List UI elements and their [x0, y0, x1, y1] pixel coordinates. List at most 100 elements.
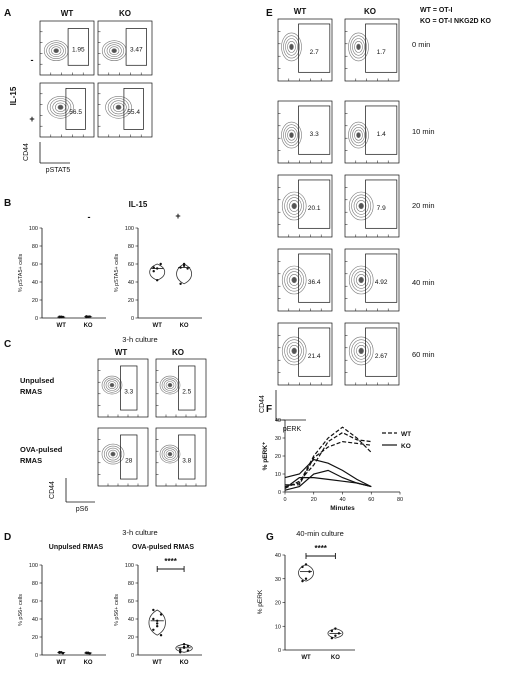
panel-d-sub1: Unpulsed RMAS	[49, 544, 104, 551]
panel-a-plot-gate	[65, 88, 86, 130]
violin-y-tick-label: 40	[128, 280, 134, 286]
panel-c-plot-contour	[103, 377, 121, 393]
panel-label-d: D	[4, 532, 11, 543]
violin-point	[186, 267, 189, 270]
panel-a-row-plus: +	[29, 114, 34, 124]
panel-e-plot-value: 7.9	[377, 205, 386, 212]
panel-a-plot-contour	[104, 42, 125, 60]
panel-e-plot-contour	[289, 200, 300, 212]
panel-d-y-label: % pS6+ cells	[18, 594, 24, 626]
panel-e-plot-frame	[277, 248, 333, 312]
panel-a-row-group: IL-15	[9, 86, 18, 105]
panel-c-row2-line2: RMAS	[20, 456, 42, 465]
violin-point	[182, 645, 186, 649]
panel-a-plot-value: 56.5	[69, 109, 82, 116]
panel-e-plot-contour	[348, 191, 374, 221]
panel-e-plot-value: 4.92	[375, 279, 388, 286]
panel-e-plot-contour	[283, 124, 300, 146]
violin-x-tick-label: KO	[84, 323, 93, 329]
panel-e-plot-contour	[281, 32, 302, 62]
violin-x-tick-label: WT	[301, 655, 311, 661]
panel-label-a: A	[4, 8, 11, 19]
panel-label-g: G	[266, 532, 274, 543]
panel-e-plot-gate	[298, 253, 331, 303]
panel-e-plot-frame	[344, 174, 400, 238]
violin-point	[301, 579, 304, 583]
panel-a-plot-contour	[105, 96, 132, 119]
panel-e-plot-contour	[283, 35, 300, 59]
panel-e-plot-contour	[285, 127, 298, 144]
panel-c-plot-contour	[163, 448, 177, 460]
violin-y-tick-label: 100	[125, 563, 134, 569]
panel-e-plot-contour	[354, 129, 363, 141]
panel-e-plot-value: 20.1	[308, 205, 321, 212]
violin-y-tick-label: 60	[128, 599, 134, 605]
panel-c-plot-frame	[155, 358, 207, 418]
violin-y-tick-label: 40	[32, 280, 38, 286]
panel-e-plot-contour	[287, 129, 296, 141]
violin-y-tick-label: 20	[128, 298, 134, 304]
panel-c-plot-contour	[167, 452, 173, 457]
panel-e-plot-value: 1.7	[377, 49, 386, 56]
violin-point	[330, 636, 334, 640]
panel-b-y-label-2: % pSTA5+ cells	[114, 253, 120, 292]
violin-x-tick-label: KO	[180, 660, 189, 666]
panel-c-row1-line1: Unpulsed	[20, 376, 55, 385]
violin-point	[152, 266, 155, 269]
violin-point	[186, 644, 190, 648]
panel-f-y-tick-label: 10	[275, 472, 281, 478]
panel-e-plot-value: 1.4	[377, 131, 386, 138]
violin-point	[88, 315, 92, 318]
panel-c-plot-gate	[120, 365, 138, 411]
violin-y-tick-label: 30	[275, 577, 281, 583]
panel-a-plot-contour	[110, 100, 127, 115]
panel-e-time-label: 20 min	[412, 201, 435, 210]
panel-c-plot-gate	[120, 434, 138, 480]
panel-f-y-tick-label: 40	[275, 418, 281, 424]
panel-a-plot-contour	[109, 46, 120, 56]
panel-e-plot-contour	[356, 344, 367, 357]
violin-y-tick-label: 10	[275, 624, 281, 630]
panel-e-plot-contour	[351, 194, 372, 218]
panel-e-col-wt: WT	[294, 7, 307, 16]
violin-y-tick-label: 20	[32, 635, 38, 641]
panel-e-plot-contour	[286, 342, 302, 360]
panel-e-time-label: 0 min	[412, 40, 430, 49]
panel-label-c: C	[4, 339, 11, 350]
panel-c-plot-frame	[155, 427, 207, 487]
violin-y-tick-label: 60	[128, 262, 134, 268]
violin-point	[60, 315, 63, 318]
panel-g-y-label: % pERK	[257, 589, 264, 614]
violin-point	[156, 279, 159, 282]
violin-point	[301, 565, 304, 569]
violin-x-tick-label: WT	[153, 323, 163, 329]
panel-a-row-minus: -	[31, 55, 34, 65]
panel-a-x-label: pSTAT5	[46, 167, 71, 174]
panel-e-plot-contour	[348, 336, 374, 366]
panel-g-significance: ****	[314, 544, 327, 553]
panel-f-y-tick-label: 30	[275, 436, 281, 442]
panel-e-plot-contour	[354, 41, 363, 53]
panel-c-plot-contour	[109, 383, 115, 388]
violin-shape	[175, 643, 193, 653]
violin-y-tick-label: 100	[29, 563, 38, 569]
violin-point	[156, 619, 159, 622]
panel-e-legend-line1: WT = OT-I	[420, 7, 453, 14]
panel-c-plot-contour	[161, 377, 179, 393]
violin-y-tick-label: 20	[275, 601, 281, 607]
panel-a-col-ko: KO	[119, 9, 131, 18]
panel-a-plot-value: 55.4	[127, 109, 140, 116]
panel-e-plot-contour	[284, 194, 305, 218]
panel-c-plot-contour	[101, 375, 123, 395]
panel-e-plot-contour	[287, 41, 296, 53]
panel-e-plot-contour	[281, 336, 307, 366]
panel-e-plot-contour	[289, 344, 300, 357]
panel-e-plot-contour	[289, 274, 300, 286]
panel-e-x-label: pERK	[283, 426, 302, 433]
panel-f-x-tick-label: 80	[397, 497, 403, 503]
violin-y-tick-label: 0	[35, 316, 38, 322]
panel-f-x-tick-label: 20	[311, 497, 317, 503]
panel-e-legend-line2: KO = OT-I NKG2D KO	[420, 18, 492, 25]
panel-e-plot-contour	[358, 347, 364, 355]
violin-point	[86, 652, 90, 655]
